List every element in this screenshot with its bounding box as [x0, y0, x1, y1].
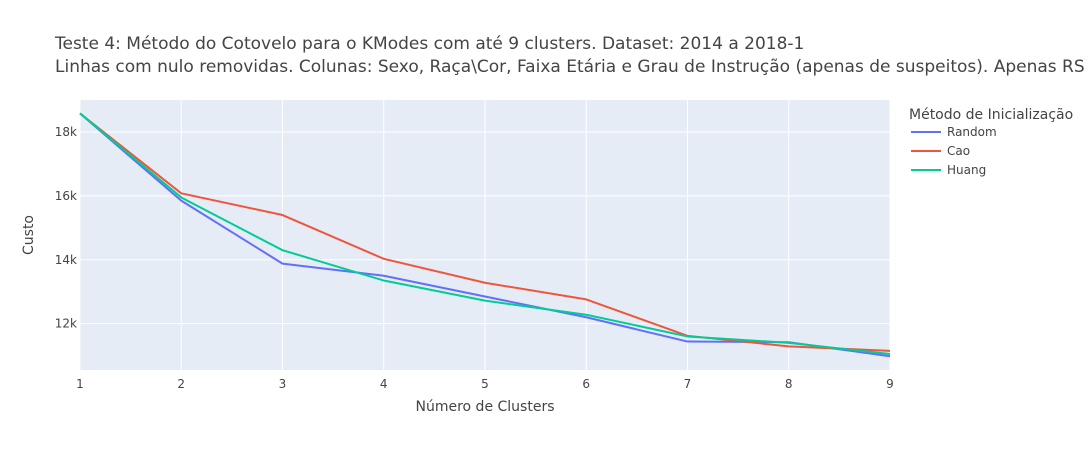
- legend-title: Método de Inicialização: [909, 107, 1073, 123]
- x-axis-title: Número de Clusters: [416, 399, 555, 415]
- x-tick-label: 4: [380, 377, 388, 391]
- y-axis-title: Custo: [21, 215, 37, 255]
- legend-label: Huang: [947, 163, 986, 177]
- x-tick-label: 7: [684, 377, 692, 391]
- y-tick-label: 18k: [55, 125, 77, 139]
- x-tick-label: 2: [177, 377, 185, 391]
- legend-label: Random: [947, 125, 997, 139]
- legend-label: Cao: [947, 144, 970, 158]
- grid-lines: [79, 100, 891, 370]
- series-line-huang[interactable]: [79, 112, 891, 356]
- series-line-cao[interactable]: [79, 112, 891, 352]
- x-axis-ticks: 1 2 3 4 5 6 7 8 9: [76, 377, 894, 391]
- chart-title-line-1: Teste 4: Método do Cotovelo para o KMode…: [55, 34, 805, 54]
- chart-title-line-2: Linhas com nulo removidas. Colunas: Sexo…: [55, 57, 1085, 77]
- chart-title: Teste 4: Método do Cotovelo para o KMode…: [55, 33, 1085, 79]
- legend[interactable]: Método de Inicialização Random Cao Huang: [909, 107, 1073, 177]
- x-tick-label: 8: [785, 377, 793, 391]
- y-tick-label: 14k: [55, 253, 77, 267]
- y-tick-label: 12k: [55, 317, 77, 331]
- legend-item-cao[interactable]: Cao: [911, 144, 970, 158]
- legend-item-huang[interactable]: Huang: [911, 163, 986, 177]
- y-tick-label: 16k: [55, 189, 77, 203]
- x-tick-label: 3: [279, 377, 287, 391]
- legend-item-random[interactable]: Random: [911, 125, 997, 139]
- series-lines: [79, 112, 891, 358]
- x-tick-label: 9: [886, 377, 894, 391]
- x-tick-label: 5: [481, 377, 489, 391]
- y-axis-ticks: 12k 14k 16k 18k: [55, 125, 77, 331]
- x-tick-label: 1: [76, 377, 84, 391]
- x-tick-label: 6: [582, 377, 590, 391]
